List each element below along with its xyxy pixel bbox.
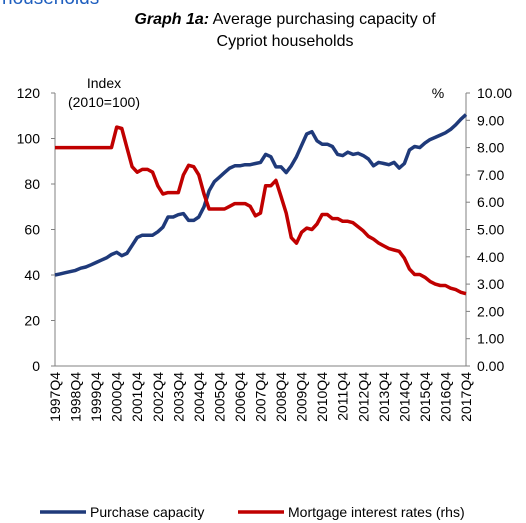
x-tick-label: 2005Q4 (211, 372, 227, 422)
y2-tick-label: 2.00 (477, 303, 504, 319)
y2-tick-label: 0.00 (477, 358, 504, 374)
x-tick-label: 2016Q4 (437, 372, 453, 422)
title-line: Average purchasing capacity of (213, 11, 437, 28)
y-tick-label: 80 (24, 176, 40, 192)
y2-tick-label: 4.00 (477, 249, 504, 265)
x-tick-label: 1998Q4 (68, 372, 84, 422)
y2-tick-label: 1.00 (477, 331, 504, 347)
x-tick-label: 1997Q4 (47, 372, 63, 422)
y2-tick-label: 6.00 (477, 194, 504, 210)
x-tick-label: 2004Q4 (191, 372, 207, 422)
y2-axis-label: % (432, 85, 444, 101)
y2-tick-label: 5.00 (477, 222, 504, 238)
data-line (55, 125, 467, 296)
chart-title: Graph 1a: Average purchasing capacity of (134, 11, 436, 28)
y-tick-label: 0 (32, 358, 40, 374)
y-tick-label: 60 (24, 222, 40, 238)
x-tick-label: 2015Q4 (417, 372, 433, 422)
y2-tick-label: 7.00 (477, 167, 504, 183)
title-label: Graph 1a: (134, 11, 209, 28)
x-tick-label: 2002Q4 (150, 372, 166, 422)
title-line: Cypriot households (217, 33, 354, 50)
x-tick-label: 2003Q4 (170, 372, 186, 422)
y-tick-label: 40 (24, 267, 40, 283)
x-tick-label: 2001Q4 (129, 372, 145, 422)
y-tick-label: 20 (24, 313, 40, 329)
x-tick-label: 2011Q4 (335, 372, 351, 421)
x-tick-label: 2014Q4 (396, 372, 412, 422)
y2-tick-label: 10.00 (477, 85, 512, 101)
x-tick-label: 2007Q4 (253, 372, 269, 422)
x-tick-label: 2017Q4 (458, 372, 474, 422)
y-axis-label: Index (87, 75, 121, 91)
y-axis-label: (2010=100) (68, 94, 140, 110)
legend-label: Mortgage interest rates (rhs) (288, 504, 465, 520)
page-heading: households (2, 0, 99, 9)
data-line (54, 113, 468, 277)
y-tick-label: 120 (17, 85, 41, 101)
y2-tick-label: 8.00 (477, 140, 504, 156)
x-tick-label: 2006Q4 (232, 372, 248, 422)
y-tick-label: 100 (17, 131, 41, 147)
x-tick-label: 2008Q4 (273, 372, 289, 422)
x-tick-label: 2013Q4 (376, 372, 392, 422)
x-tick-label: 2012Q4 (355, 372, 371, 422)
x-tick-label: 1999Q4 (88, 372, 104, 422)
y2-tick-label: 3.00 (477, 276, 504, 292)
x-tick-label: 2000Q4 (109, 372, 125, 422)
x-tick-label: 2010Q4 (314, 372, 330, 422)
legend-label: Purchase capacity (90, 504, 204, 520)
x-tick-label: 2009Q4 (294, 372, 310, 422)
y2-tick-label: 9.00 (477, 112, 504, 128)
